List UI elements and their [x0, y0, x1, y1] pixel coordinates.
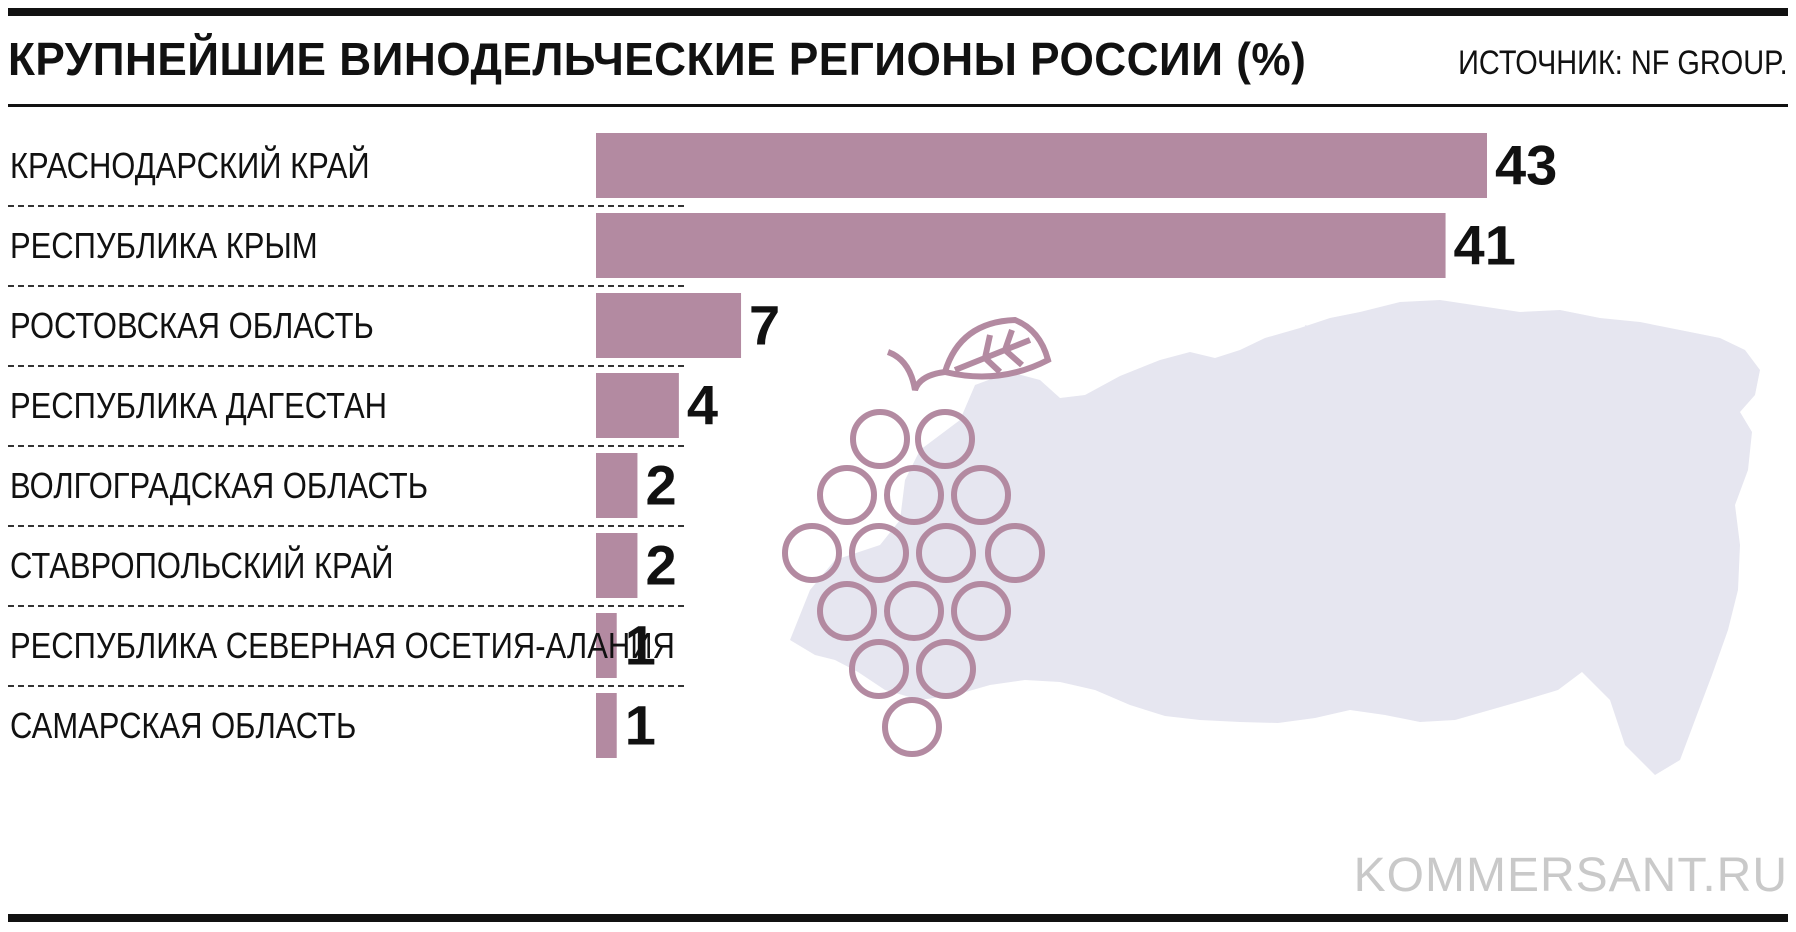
header-divider	[8, 104, 1788, 107]
grape-berry	[916, 639, 976, 699]
bar	[596, 293, 742, 358]
russia-map-silhouette	[790, 300, 1760, 775]
grape-berry	[951, 465, 1011, 525]
bar	[596, 373, 679, 438]
category-label: ВОЛГОГРАДСКАЯ ОБЛАСТЬ	[10, 464, 429, 506]
bar-value-label: 1	[625, 694, 656, 757]
grape-berry	[884, 465, 944, 525]
bar-value-label: 41	[1454, 214, 1516, 277]
row-separator	[8, 205, 684, 207]
grape-leaf	[941, 316, 1052, 380]
grape-berry	[849, 523, 909, 583]
grape-berry	[884, 581, 944, 641]
grape-bunch-icon	[782, 316, 1052, 757]
category-label: РОСТОВСКАЯ ОБЛАСТЬ	[10, 304, 374, 346]
bar-value-label: 7	[749, 294, 780, 357]
grape-berry	[915, 409, 975, 469]
bar-value-label: 4	[687, 374, 718, 437]
row-separator	[8, 285, 684, 287]
bar	[596, 693, 617, 758]
row-separator	[8, 445, 684, 447]
bar	[596, 133, 1487, 198]
grape-berry	[849, 639, 909, 699]
watermark: KOMMERSANT.RU	[1353, 849, 1788, 902]
grape-berry	[951, 581, 1011, 641]
bar	[596, 213, 1446, 278]
category-label: СТАВРОПОЛЬСКИЙ КРАЙ	[10, 544, 394, 586]
grape-berry	[782, 523, 842, 583]
grape-berry	[817, 465, 877, 525]
row-separator	[8, 365, 684, 367]
grape-stem	[886, 349, 946, 392]
grape-berry	[817, 581, 877, 641]
category-label: РЕСПУБЛИКА СЕВЕРНАЯ ОСЕТИЯ-АЛАНИЯ	[10, 624, 675, 666]
category-label: КРАСНОДАРСКИЙ КРАЙ	[10, 144, 370, 186]
bar	[596, 533, 638, 598]
category-label: РЕСПУБЛИКА КРЫМ	[10, 224, 318, 266]
bar-value-label: 2	[645, 454, 676, 517]
category-label: САМАРСКАЯ ОБЛАСТЬ	[10, 704, 357, 746]
bar	[596, 453, 638, 518]
grape-berry	[850, 409, 910, 469]
bottom-rule	[8, 914, 1788, 922]
bar-value-label: 43	[1495, 134, 1557, 197]
bar-value-label: 2	[645, 534, 676, 597]
top-rule	[8, 8, 1788, 16]
source-note: ИСТОЧНИК: NF GROUP.	[1458, 44, 1788, 82]
category-label: РЕСПУБЛИКА ДАГЕСТАН	[10, 384, 388, 426]
grape-berry	[916, 523, 976, 583]
grape-berry	[985, 523, 1045, 583]
row-separator	[8, 605, 684, 607]
row-separator	[8, 525, 684, 527]
grape-berry	[882, 697, 942, 757]
chart-title: КРУПНЕЙШИЕ ВИНОДЕЛЬЧЕСКИЕ РЕГИОНЫ РОССИИ…	[8, 33, 1307, 85]
row-separator	[8, 685, 684, 687]
grape-leaf-veins	[953, 329, 1032, 375]
bar	[596, 613, 617, 678]
bar-value-label: 1	[625, 614, 656, 677]
